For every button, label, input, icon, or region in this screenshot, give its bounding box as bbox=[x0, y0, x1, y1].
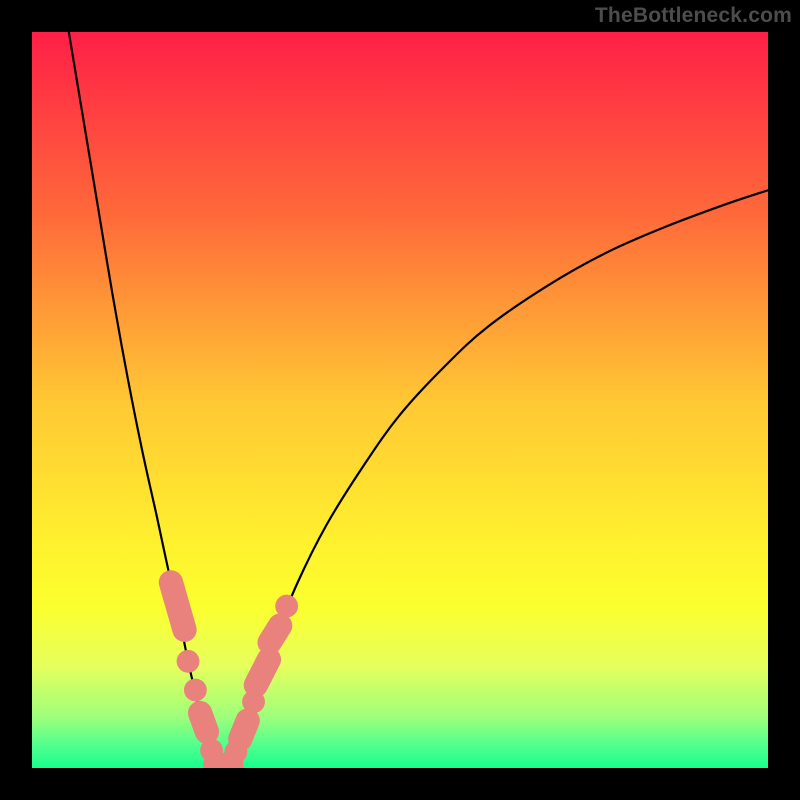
bead-dot bbox=[275, 595, 298, 618]
watermark-text: TheBottleneck.com bbox=[595, 4, 792, 28]
curve-left bbox=[69, 32, 224, 768]
curve-right bbox=[223, 190, 768, 768]
bead-dot bbox=[177, 650, 200, 673]
chart-root: TheBottleneck.com bbox=[0, 0, 800, 800]
bead-pill bbox=[156, 567, 200, 644]
curves-layer bbox=[0, 0, 800, 800]
bead-dot bbox=[184, 679, 207, 702]
bead-pill bbox=[185, 697, 223, 747]
